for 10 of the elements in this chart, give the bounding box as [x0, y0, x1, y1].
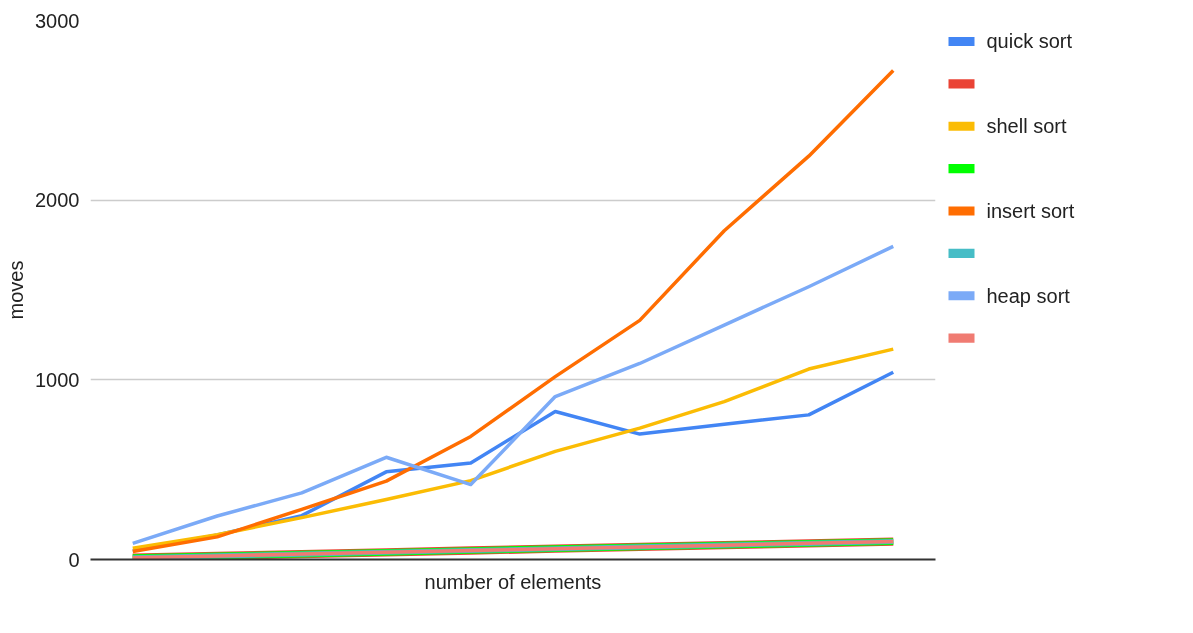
legend-label: insert sort [986, 200, 1075, 223]
y-tick-label: 3000 [35, 9, 80, 32]
y-tick-label: 2000 [35, 189, 80, 212]
y-tick-label: 1000 [35, 368, 80, 391]
legend-label: shell sort [986, 115, 1067, 138]
x-axis-title: number of elements [424, 570, 602, 593]
legend-label: quick sort [986, 30, 1073, 53]
y-tick-label: 0 [68, 548, 80, 571]
y-axis-title: moves [5, 260, 28, 320]
legend-label: heap sort [986, 284, 1071, 307]
